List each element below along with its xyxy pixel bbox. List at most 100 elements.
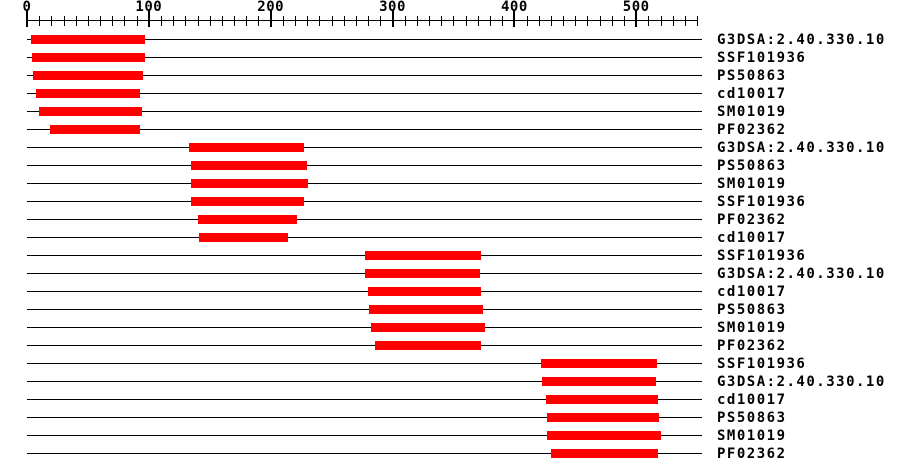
signature-label: SSF101936 (717, 248, 807, 264)
ruler-major-tick (391, 10, 394, 27)
signature-label: SM01019 (717, 176, 787, 192)
ruler-minor-tick (185, 16, 187, 26)
signature-label: cd10017 (717, 284, 787, 300)
ruler-minor-tick (136, 16, 138, 26)
signature-label: SSF101936 (717, 50, 807, 66)
signature-label: SM01019 (717, 320, 787, 336)
ruler-minor-tick (526, 16, 528, 26)
sequence-line (27, 381, 702, 382)
ruler-minor-tick (684, 16, 686, 26)
ruler-minor-tick (368, 16, 370, 26)
match-bar (197, 215, 298, 224)
ruler-minor-tick (75, 16, 77, 26)
ruler-minor-tick (63, 16, 65, 26)
ruler-tick-label: 200 (257, 0, 285, 15)
sequence-line (27, 363, 702, 364)
ruler-minor-tick (538, 16, 540, 26)
sequence-line (27, 309, 702, 310)
ruler-tick-label: 300 (379, 0, 406, 15)
sequence-line (27, 129, 702, 130)
signature-label: G3DSA:2.40.330.10 (717, 266, 886, 282)
ruler-minor-tick (258, 16, 260, 26)
ruler-minor-tick (648, 16, 650, 26)
ruler-minor-tick (100, 16, 102, 26)
ruler-minor-tick (319, 16, 321, 26)
ruler-minor-tick (502, 16, 504, 26)
ruler-minor-tick (87, 16, 89, 26)
signature-label: G3DSA:2.40.330.10 (717, 140, 886, 156)
ruler-minor-tick (660, 16, 662, 26)
ruler-minor-tick (124, 16, 126, 26)
ruler-minor-tick (355, 16, 357, 26)
match-bar (369, 305, 483, 314)
ruler-minor-tick (550, 16, 552, 26)
sequence-line (27, 417, 702, 418)
match-bar (35, 89, 141, 98)
signature-label: G3DSA:2.40.330.10 (717, 32, 886, 48)
ruler-minor-tick (624, 16, 626, 26)
match-bar (191, 179, 309, 188)
ruler-minor-tick (697, 16, 699, 26)
ruler-minor-tick (477, 16, 479, 26)
ruler-major-tick (26, 10, 28, 27)
ruler-tick-label: 500 (622, 0, 650, 15)
signature-label: cd10017 (717, 86, 787, 102)
ruler-minor-tick (611, 16, 613, 26)
sequence-line (27, 453, 702, 454)
match-bar (368, 287, 482, 296)
match-bar (198, 233, 288, 242)
sequence-line (27, 111, 702, 112)
ruler-tick-label: 400 (500, 0, 528, 15)
match-bar (541, 359, 657, 368)
sequence-line (27, 201, 702, 202)
ruler-minor-tick (489, 16, 491, 26)
match-bar (546, 395, 659, 404)
ruler-minor-tick (161, 16, 163, 26)
ruler-major-tick (147, 10, 150, 27)
match-bar (50, 125, 141, 134)
signature-label: cd10017 (717, 230, 787, 246)
ruler-tick-label: 0 (22, 0, 32, 15)
ruler-minor-tick (51, 16, 53, 26)
ruler-minor-tick (380, 16, 382, 26)
sequence-line (27, 75, 702, 76)
ruler-minor-tick (282, 16, 284, 26)
signature-label: PF02362 (717, 122, 787, 138)
signature-label: PF02362 (717, 338, 787, 354)
signature-label: SM01019 (717, 428, 787, 444)
signature-label: SSF101936 (717, 356, 807, 372)
signature-label: cd10017 (717, 392, 787, 408)
sequence-line (27, 183, 702, 184)
signature-label: PS50863 (717, 410, 787, 426)
signature-label: SM01019 (717, 104, 787, 120)
sequence-line (27, 165, 702, 166)
ruler-minor-tick (465, 16, 467, 26)
ruler-minor-tick (173, 16, 175, 26)
ruler-minor-tick (429, 16, 431, 26)
sequence-line (27, 345, 702, 346)
ruler-minor-tick (295, 16, 297, 26)
signature-label: SSF101936 (717, 194, 807, 210)
ruler-minor-tick (234, 16, 236, 26)
match-bar (370, 323, 486, 332)
ruler-minor-tick (209, 16, 211, 26)
sequence-line (27, 57, 702, 58)
sequence-line (27, 399, 702, 400)
sequence-line (27, 147, 702, 148)
match-bar (31, 53, 146, 62)
ruler-minor-tick (575, 16, 577, 26)
ruler-major-tick (269, 10, 272, 27)
sequence-line (27, 327, 702, 328)
ruler-minor-tick (343, 16, 345, 26)
ruler-minor-tick (197, 16, 199, 26)
match-bar (39, 107, 142, 116)
ruler-minor-tick (404, 16, 406, 26)
match-bar (189, 143, 304, 152)
ruler-minor-tick (599, 16, 601, 26)
ruler-baseline (27, 20, 699, 21)
match-bar (191, 161, 308, 170)
ruler-minor-tick (112, 16, 114, 26)
signature-label: PS50863 (717, 68, 787, 84)
ruler-tick-label: 100 (135, 0, 163, 15)
